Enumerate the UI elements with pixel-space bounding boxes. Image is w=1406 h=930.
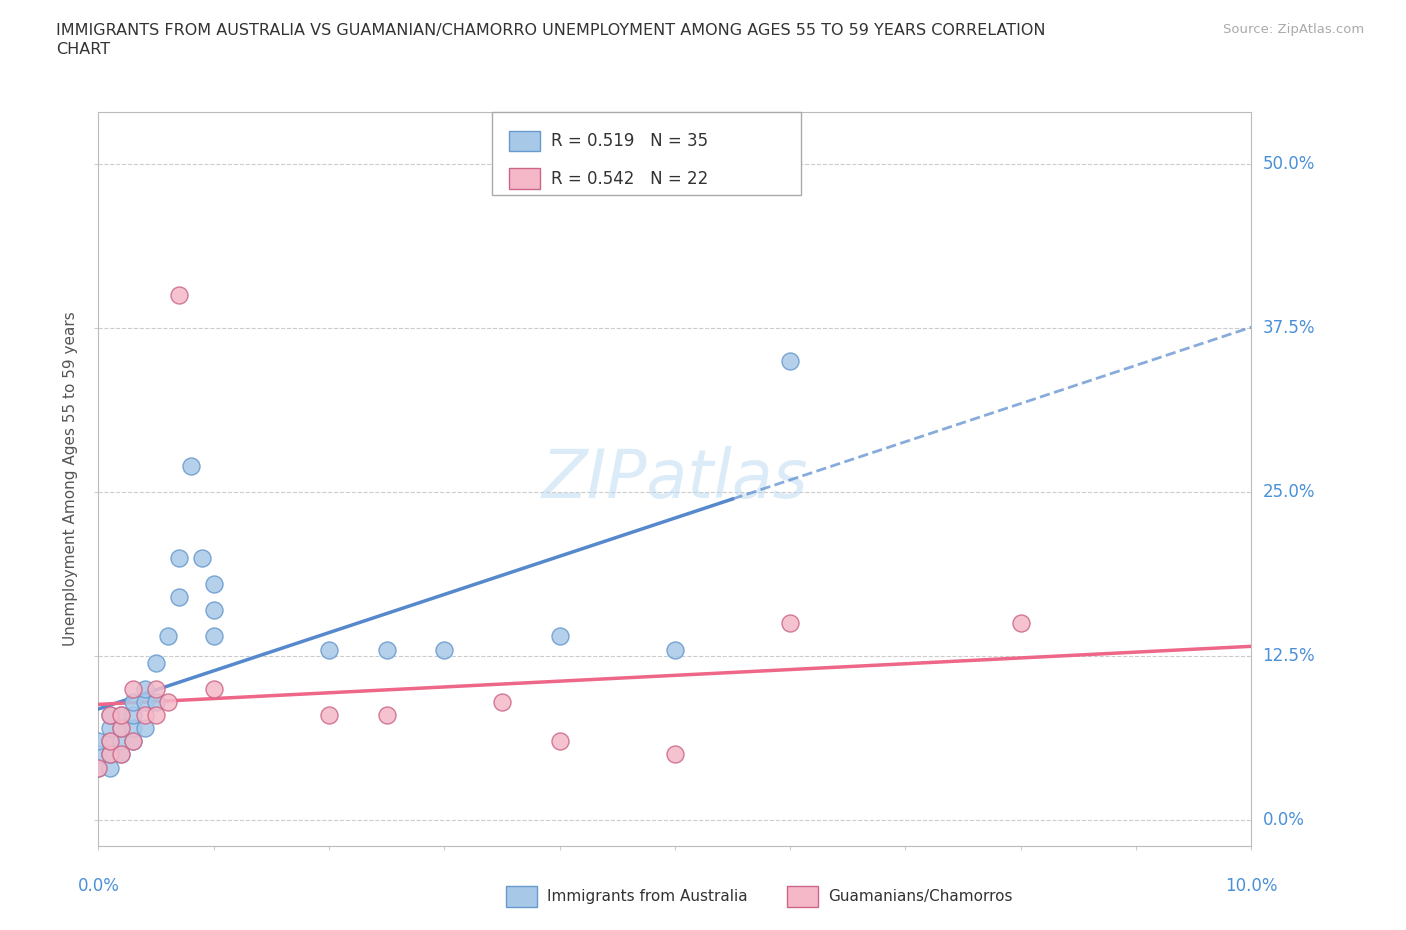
Text: 10.0%: 10.0%	[1225, 877, 1278, 895]
Point	[202, 577, 225, 591]
Point	[318, 708, 340, 723]
Point	[122, 682, 145, 697]
Point	[202, 603, 225, 618]
Point	[491, 695, 513, 710]
Point	[98, 721, 121, 736]
Point	[110, 747, 132, 762]
Point	[191, 551, 214, 565]
Point	[98, 734, 121, 749]
Point	[110, 708, 132, 723]
Point	[110, 708, 132, 723]
Point	[110, 721, 132, 736]
Point	[98, 760, 121, 775]
Point	[167, 288, 190, 303]
Text: IMMIGRANTS FROM AUSTRALIA VS GUAMANIAN/CHAMORRO UNEMPLOYMENT AMONG AGES 55 TO 59: IMMIGRANTS FROM AUSTRALIA VS GUAMANIAN/C…	[56, 23, 1046, 38]
Point	[134, 708, 156, 723]
Point	[110, 747, 132, 762]
Point	[98, 708, 121, 723]
Point	[122, 734, 145, 749]
Text: ZIPatlas: ZIPatlas	[541, 446, 808, 512]
Point	[433, 642, 456, 657]
Point	[122, 721, 145, 736]
Point	[145, 682, 167, 697]
Point	[180, 458, 202, 473]
Text: 12.5%: 12.5%	[1263, 647, 1315, 665]
Text: 0.0%: 0.0%	[77, 877, 120, 895]
Text: R = 0.542   N = 22: R = 0.542 N = 22	[551, 169, 709, 188]
Point	[202, 682, 225, 697]
Text: 50.0%: 50.0%	[1263, 155, 1315, 173]
Text: Source: ZipAtlas.com: Source: ZipAtlas.com	[1223, 23, 1364, 36]
Point	[145, 695, 167, 710]
Text: Guamanians/Chamorros: Guamanians/Chamorros	[828, 889, 1012, 904]
Point	[98, 708, 121, 723]
Text: CHART: CHART	[56, 42, 110, 57]
Point	[110, 721, 132, 736]
Point	[779, 616, 801, 631]
Point	[134, 721, 156, 736]
Point	[548, 734, 571, 749]
Point	[145, 656, 167, 671]
Point	[167, 551, 190, 565]
Point	[779, 353, 801, 368]
Point	[1010, 616, 1032, 631]
Text: 0.0%: 0.0%	[1263, 811, 1305, 829]
Text: R = 0.519   N = 35: R = 0.519 N = 35	[551, 132, 709, 150]
Point	[87, 747, 110, 762]
Point	[375, 642, 398, 657]
Point	[134, 695, 156, 710]
Point	[202, 629, 225, 644]
Point	[122, 695, 145, 710]
Point	[134, 682, 156, 697]
Text: 37.5%: 37.5%	[1263, 319, 1315, 337]
Point	[98, 747, 121, 762]
Y-axis label: Unemployment Among Ages 55 to 59 years: Unemployment Among Ages 55 to 59 years	[63, 312, 79, 646]
Point	[156, 695, 179, 710]
Point	[167, 590, 190, 604]
Point	[122, 708, 145, 723]
Point	[318, 642, 340, 657]
Point	[145, 708, 167, 723]
Point	[98, 734, 121, 749]
Point	[156, 629, 179, 644]
Point	[122, 734, 145, 749]
Text: 25.0%: 25.0%	[1263, 483, 1315, 501]
Point	[110, 734, 132, 749]
Point	[87, 734, 110, 749]
Point	[87, 760, 110, 775]
Point	[664, 642, 686, 657]
Point	[548, 629, 571, 644]
Point	[664, 747, 686, 762]
Point	[375, 708, 398, 723]
Point	[87, 760, 110, 775]
Point	[98, 747, 121, 762]
Text: Immigrants from Australia: Immigrants from Australia	[547, 889, 748, 904]
